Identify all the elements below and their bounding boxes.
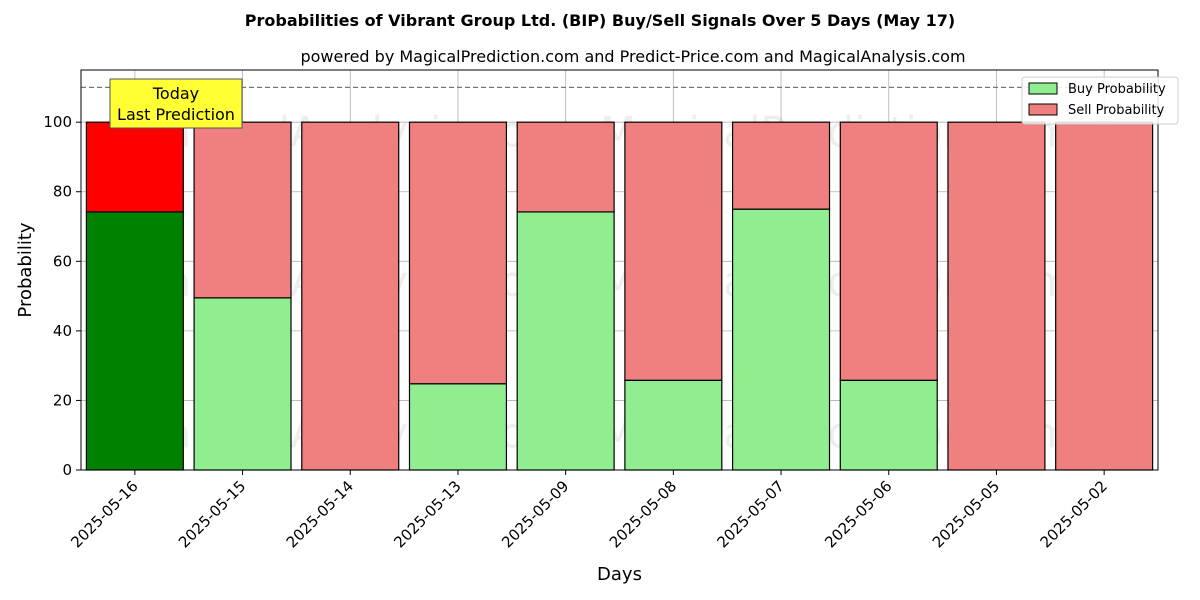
bar-buy <box>839 379 938 471</box>
y-tick-label: 40 <box>53 322 72 340</box>
today-annotation: Today Last Prediction <box>109 78 243 129</box>
legend-label: Buy Probability <box>1068 82 1166 97</box>
bar-sell <box>1055 121 1154 471</box>
y-tick-label: 60 <box>53 252 72 270</box>
legend-swatch <box>1028 82 1058 95</box>
x-tick-label: 2025-05-08 <box>606 477 680 551</box>
bar-buy <box>731 208 831 471</box>
legend-swatch <box>1028 103 1058 116</box>
legend-box <box>1021 76 1179 125</box>
y-tick-label: 0 <box>62 461 72 479</box>
annotation-line-1: Today <box>152 84 199 103</box>
legend-label: Sell Probability <box>1068 103 1165 118</box>
y-tick-label: 80 <box>53 183 72 201</box>
x-axis: 2025-05-16 2025-05-15 2025-05-14 2025-05-13… <box>67 470 1111 551</box>
legend: Buy Probability Sell Probability <box>1021 76 1179 125</box>
y-tick-label: 100 <box>43 113 72 131</box>
bar-sell <box>624 121 723 381</box>
y-axis: 0 20 40 60 80 100 <box>43 113 81 479</box>
x-tick-label: 2025-05-13 <box>390 477 464 551</box>
bar-buy <box>624 379 723 471</box>
y-tick-label: 20 <box>53 391 72 409</box>
bar-sell <box>85 121 184 213</box>
annotation-box <box>109 78 243 129</box>
bar-sell <box>947 121 1046 471</box>
bar-buy <box>516 211 615 471</box>
annotation-line-2: Last Prediction <box>117 105 235 124</box>
bar-sell <box>839 121 938 381</box>
x-axis-label: Days <box>597 564 642 585</box>
bar-buy <box>193 297 292 471</box>
bar-buy <box>85 211 184 471</box>
bar-sell <box>731 121 831 210</box>
chart-title: Probabilities of Vibrant Group Ltd. (BIP… <box>245 11 955 30</box>
x-tick-label: 2025-05-02 <box>1037 477 1111 551</box>
bar-sell <box>301 121 400 471</box>
plot-frame <box>80 69 1159 471</box>
bars <box>85 121 1154 471</box>
x-tick-label: 2025-05-15 <box>175 477 249 551</box>
y-axis-label: Probability <box>15 222 36 317</box>
bar-sell <box>193 121 292 299</box>
bar-sell <box>408 121 508 385</box>
x-tick-label: 2025-05-05 <box>929 477 1003 551</box>
x-tick-label: 2025-05-06 <box>821 477 895 551</box>
x-tick-label: 2025-05-07 <box>713 477 787 551</box>
bar-buy <box>408 383 508 471</box>
x-tick-label: 2025-05-09 <box>498 477 572 551</box>
bar-sell <box>516 121 615 213</box>
x-tick-label: 2025-05-14 <box>283 477 357 551</box>
chart-subtitle: powered by MagicalPrediction.com and Pre… <box>300 47 965 66</box>
x-tick-label: 2025-05-16 <box>67 477 141 551</box>
